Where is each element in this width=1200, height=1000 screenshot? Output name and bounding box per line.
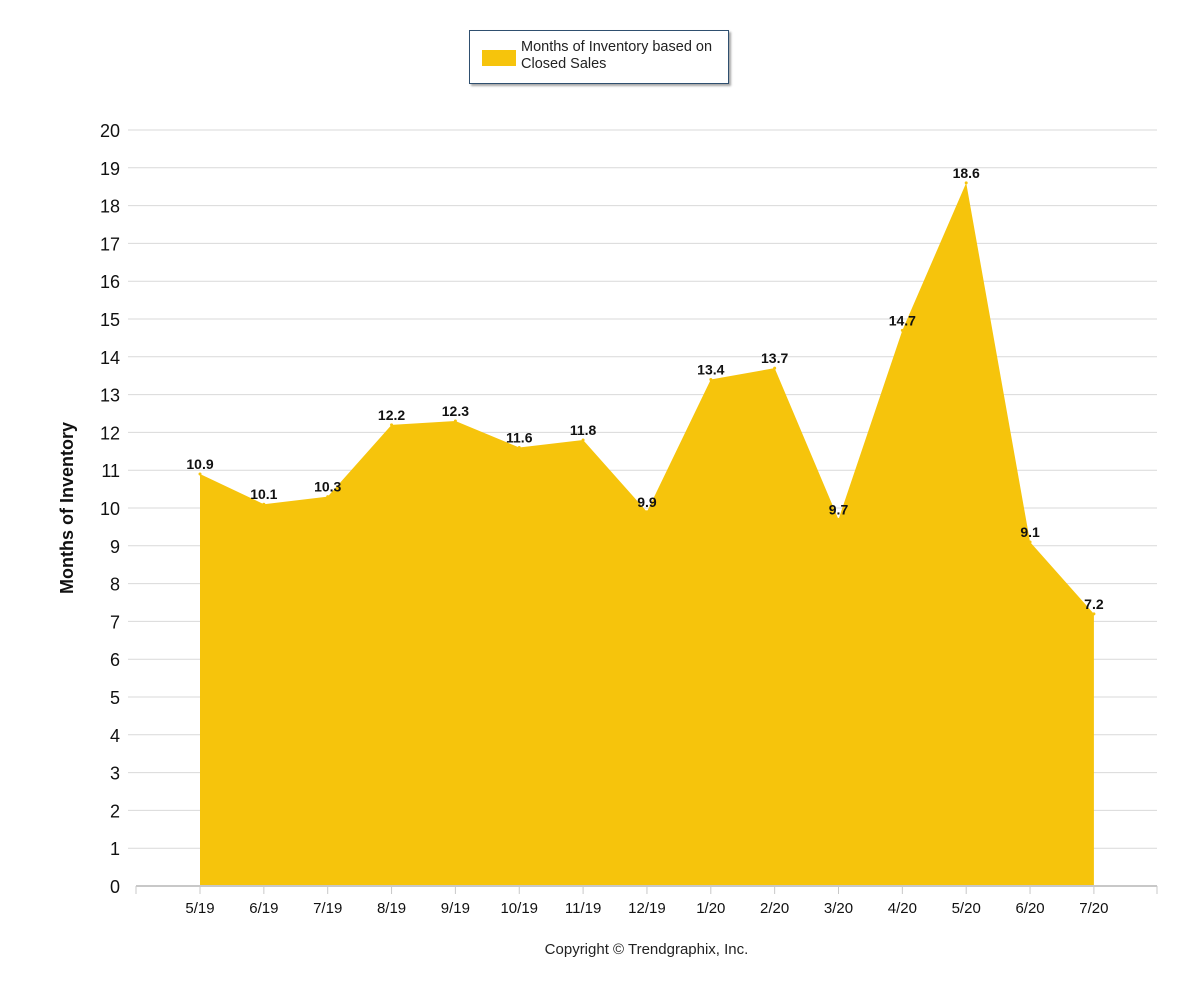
x-tick-label-7/19: 7/19: [313, 900, 342, 917]
data-point-5/20: [964, 181, 968, 185]
area-series: [198, 181, 1096, 887]
data-point-10/19: [517, 446, 521, 450]
data-label-12/19: 9.9: [637, 494, 657, 510]
data-label-3/20: 9.7: [829, 501, 849, 517]
x-tick-label-10/19: 10/19: [500, 900, 538, 917]
data-point-7/19: [326, 495, 330, 499]
data-label-2/20: 13.7: [761, 350, 788, 366]
data-label-10/19: 11.6: [506, 430, 533, 446]
data-label-9/19: 12.3: [442, 403, 469, 419]
data-label-7/19: 10.3: [314, 479, 341, 495]
data-point-7/20: [1092, 612, 1096, 616]
data-labels: 10.9 10.1 10.3 12.2 12.3 11.6 11.8 9.9 13.4 13.7 9…: [186, 165, 1103, 612]
data-label-6/20: 9.1: [1020, 524, 1040, 540]
data-label-4/20: 14.7: [889, 312, 916, 328]
y-tick-label: 13: [100, 386, 120, 406]
data-label-6/19: 10.1: [250, 486, 277, 502]
x-tick-label-5/19: 5/19: [185, 900, 214, 917]
data-point-12/19: [645, 510, 649, 514]
y-tick-label: 11: [101, 461, 120, 481]
y-tick-label: 15: [100, 310, 120, 330]
data-point-4/20: [900, 328, 904, 332]
x-tick-label-12/19: 12/19: [628, 900, 666, 917]
data-point-2/20: [773, 366, 777, 370]
y-axis-title: Months of Inventory: [57, 422, 77, 594]
y-tick-label: 5: [110, 688, 120, 708]
y-tick-label: 8: [110, 575, 120, 595]
data-label-7/20: 7.2: [1084, 596, 1104, 612]
y-tick-label: 16: [100, 272, 120, 292]
x-tick-label-2/20: 2/20: [760, 900, 789, 917]
y-tick-label: 18: [100, 197, 120, 217]
y-tick-label: 20: [100, 121, 120, 141]
y-tick-label: 17: [100, 234, 120, 254]
data-label-8/19: 12.2: [378, 407, 405, 423]
legend: Months of Inventory based on Closed Sale…: [469, 30, 729, 84]
data-point-3/20: [837, 517, 840, 521]
area-series-fill: [200, 182, 1094, 887]
y-tick-label: 3: [110, 764, 120, 784]
y-tick-label: 7: [110, 612, 120, 632]
x-tick-labels: 5/19 6/19 7/19 8/19 9/19 10/19 11/19 12/19 1/20 2…: [185, 900, 1108, 917]
data-point-11/19: [581, 438, 585, 442]
x-tick-label-3/20: 3/20: [824, 900, 853, 917]
data-point-1/20: [709, 377, 713, 381]
data-point-8/19: [390, 423, 394, 427]
x-tick-label-5/20: 5/20: [952, 900, 981, 917]
y-tick-label: 2: [110, 801, 120, 821]
y-tick-label: 12: [100, 423, 120, 443]
y-tick-label: 6: [110, 650, 120, 670]
data-point-9/19: [453, 419, 457, 423]
x-tick-label-6/20: 6/20: [1015, 900, 1044, 917]
copyright-footer: Copyright © Trendgraphix, Inc.: [544, 941, 749, 958]
data-point-5/19: [198, 472, 202, 476]
x-tick-label-8/19: 8/19: [377, 900, 406, 917]
y-tick-label: 0: [110, 877, 120, 897]
x-tick-label-4/20: 4/20: [888, 900, 917, 917]
legend-swatch: [482, 50, 516, 66]
x-tick-label-9/19: 9/19: [441, 900, 470, 917]
data-label-1/20: 13.4: [697, 361, 724, 377]
x-tick-label-11/19: 11/19: [565, 900, 601, 917]
data-label-5/19: 10.9: [186, 456, 213, 472]
y-tick-label: 9: [110, 537, 120, 557]
y-tick-label: 4: [110, 726, 120, 746]
data-label-5/20: 18.6: [953, 165, 980, 181]
axes: [135, 885, 1158, 894]
legend-label: Months of Inventory based on Closed Sale…: [521, 39, 713, 72]
y-tick-label: 10: [100, 499, 120, 519]
y-tick-label: 14: [100, 348, 120, 368]
x-tick-label-6/19: 6/19: [249, 900, 278, 917]
y-tick-label: 19: [100, 159, 120, 179]
data-point-6/20: [1028, 540, 1032, 544]
x-tick-label-7/20: 7/20: [1079, 900, 1108, 917]
x-tick-label-1/20: 1/20: [696, 900, 725, 917]
y-tick-label: 1: [110, 839, 120, 859]
data-point-6/19: [262, 502, 266, 506]
data-label-11/19: 11.8: [570, 422, 597, 438]
